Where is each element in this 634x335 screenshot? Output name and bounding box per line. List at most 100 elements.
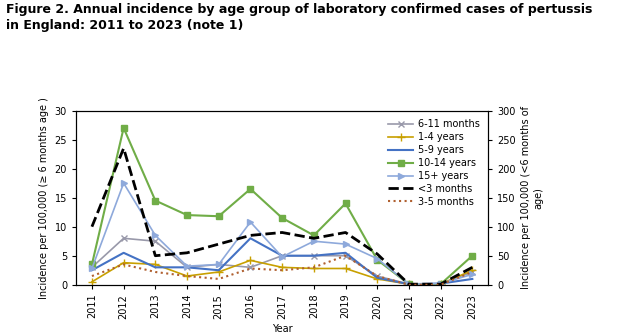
Line: 6-11 months: 6-11 months bbox=[89, 236, 475, 287]
Y-axis label: Incidence per 100,000 (<6 months of
age): Incidence per 100,000 (<6 months of age) bbox=[521, 106, 543, 289]
15+ years bbox=[120, 181, 127, 185]
10-14 years bbox=[215, 214, 223, 218]
15+ years bbox=[183, 264, 191, 268]
15+ years bbox=[405, 282, 413, 286]
6-11 months bbox=[310, 254, 318, 258]
6-11 months bbox=[88, 265, 96, 269]
15+ years bbox=[310, 239, 318, 243]
<3 months bbox=[88, 225, 96, 229]
3-5 months bbox=[405, 283, 413, 287]
3-5 months bbox=[310, 265, 318, 269]
15+ years bbox=[88, 266, 96, 270]
1-4 years bbox=[437, 282, 444, 286]
5-9 years bbox=[183, 265, 191, 269]
6-11 months bbox=[152, 239, 159, 243]
5-9 years bbox=[120, 251, 127, 255]
5-9 years bbox=[437, 282, 444, 286]
1-4 years bbox=[310, 266, 318, 270]
6-11 months bbox=[437, 282, 444, 286]
15+ years bbox=[342, 242, 349, 246]
10-14 years bbox=[152, 199, 159, 203]
1-4 years bbox=[405, 282, 413, 286]
1-4 years bbox=[278, 265, 286, 269]
3-5 months bbox=[278, 268, 286, 272]
3-5 months bbox=[342, 254, 349, 258]
<3 months bbox=[120, 146, 127, 150]
Legend: 6-11 months, 1-4 years, 5-9 years, 10-14 years, 15+ years, <3 months, 3-5 months: 6-11 months, 1-4 years, 5-9 years, 10-14… bbox=[384, 116, 483, 211]
6-11 months bbox=[120, 236, 127, 240]
<3 months bbox=[215, 242, 223, 246]
<3 months bbox=[469, 265, 476, 269]
1-4 years bbox=[342, 266, 349, 270]
6-11 months bbox=[342, 254, 349, 258]
10-14 years bbox=[310, 233, 318, 238]
5-9 years bbox=[405, 282, 413, 286]
<3 months bbox=[437, 282, 444, 286]
3-5 months bbox=[215, 277, 223, 281]
<3 months bbox=[405, 282, 413, 286]
15+ years bbox=[215, 262, 223, 266]
10-14 years bbox=[469, 254, 476, 258]
10-14 years bbox=[342, 201, 349, 205]
6-11 months bbox=[373, 274, 381, 278]
10-14 years bbox=[183, 213, 191, 217]
1-4 years bbox=[88, 280, 96, 284]
5-9 years bbox=[152, 265, 159, 269]
3-5 months bbox=[183, 274, 191, 278]
5-9 years bbox=[469, 277, 476, 281]
1-4 years bbox=[373, 277, 381, 281]
6-11 months bbox=[215, 262, 223, 266]
5-9 years bbox=[342, 251, 349, 255]
3-5 months bbox=[247, 266, 254, 270]
1-4 years bbox=[120, 261, 127, 265]
10-14 years bbox=[120, 126, 127, 130]
15+ years bbox=[152, 233, 159, 238]
10-14 years bbox=[373, 258, 381, 262]
<3 months bbox=[152, 254, 159, 258]
3-5 months bbox=[88, 274, 96, 278]
5-9 years bbox=[247, 236, 254, 240]
Line: <3 months: <3 months bbox=[92, 148, 472, 284]
15+ years bbox=[247, 220, 254, 224]
<3 months bbox=[373, 252, 381, 256]
10-14 years bbox=[437, 282, 444, 286]
<3 months bbox=[342, 230, 349, 234]
<3 months bbox=[278, 230, 286, 234]
1-4 years bbox=[215, 270, 223, 274]
6-11 months bbox=[278, 254, 286, 258]
Text: Figure 2. Annual incidence by age group of laboratory confirmed cases of pertuss: Figure 2. Annual incidence by age group … bbox=[6, 3, 593, 32]
15+ years bbox=[469, 272, 476, 276]
Line: 10-14 years: 10-14 years bbox=[89, 125, 475, 287]
3-5 months bbox=[469, 270, 476, 274]
5-9 years bbox=[278, 254, 286, 258]
5-9 years bbox=[215, 268, 223, 272]
15+ years bbox=[278, 255, 286, 259]
1-4 years bbox=[247, 258, 254, 262]
3-5 months bbox=[152, 270, 159, 274]
6-11 months bbox=[405, 282, 413, 286]
1-4 years bbox=[152, 262, 159, 266]
3-5 months bbox=[373, 274, 381, 278]
5-9 years bbox=[310, 254, 318, 258]
3-5 months bbox=[437, 283, 444, 287]
10-14 years bbox=[405, 282, 413, 286]
15+ years bbox=[373, 257, 381, 261]
<3 months bbox=[183, 251, 191, 255]
1-4 years bbox=[469, 268, 476, 272]
3-5 months bbox=[120, 262, 127, 266]
6-11 months bbox=[469, 270, 476, 274]
5-9 years bbox=[373, 276, 381, 280]
Line: 5-9 years: 5-9 years bbox=[92, 238, 472, 284]
X-axis label: Year: Year bbox=[272, 324, 292, 334]
Line: 15+ years: 15+ years bbox=[89, 180, 475, 287]
Line: 1-4 years: 1-4 years bbox=[87, 256, 477, 288]
10-14 years bbox=[88, 262, 96, 266]
6-11 months bbox=[183, 265, 191, 269]
Y-axis label: Incidence per 100,000 (≥ 6 months age ): Incidence per 100,000 (≥ 6 months age ) bbox=[39, 97, 49, 298]
<3 months bbox=[247, 233, 254, 238]
10-14 years bbox=[247, 187, 254, 191]
<3 months bbox=[310, 236, 318, 240]
5-9 years bbox=[88, 268, 96, 272]
1-4 years bbox=[183, 274, 191, 278]
Line: 3-5 months: 3-5 months bbox=[92, 256, 472, 285]
